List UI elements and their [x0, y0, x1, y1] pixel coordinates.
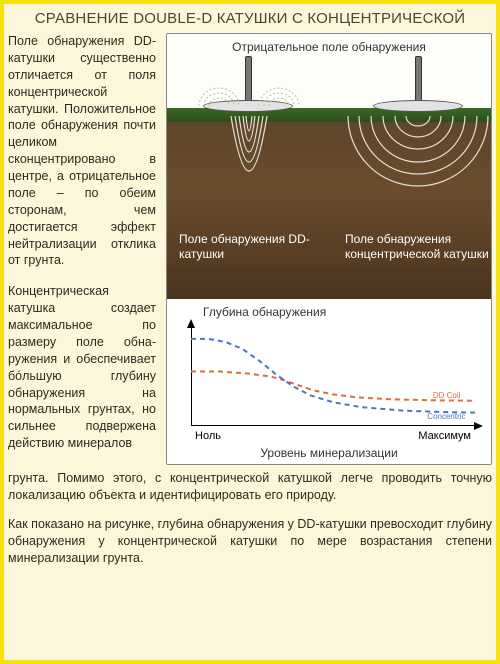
series-concentric	[191, 339, 475, 413]
concentric-coil-icon	[373, 100, 463, 112]
paragraph-2-part: Концентрическая катушка создает максимал…	[8, 283, 156, 452]
page-title: СРАВНЕНИЕ DOUBLE-D КАТУШКИ С КОНЦЕНТРИЧЕ…	[8, 10, 492, 27]
x-axis-max-label: Максимум	[418, 430, 471, 442]
depth-chart: Глубина обнаружения DD Coil Concentric Но…	[167, 299, 491, 464]
paragraph-2-continued: грунта. Помимо этого, с концентрической …	[8, 470, 492, 504]
concentric-field	[343, 116, 492, 236]
legend-dd-coil: DD Coil	[433, 391, 461, 400]
coil-diagram: Отрицательное поле обнаружения	[167, 34, 491, 299]
concentric-field-caption: Поле обнаружения концентрической катушки	[345, 232, 491, 262]
dd-field-caption: Поле обнаружения DD-катушки	[179, 232, 329, 262]
dd-positive-field	[229, 116, 269, 236]
paragraph-3: Как показано на рисунке, глубина обнаруж…	[8, 516, 492, 567]
dd-negative-arcs	[193, 66, 305, 106]
legend-concentric: Concentric	[427, 412, 465, 421]
figure-column: Отрицательное поле обнаружения	[166, 33, 492, 466]
two-column-layout: Поле обнаружения DD-катушки суще­ственно…	[8, 33, 492, 466]
x-axis-min-label: Ноль	[195, 430, 221, 442]
negative-field-label: Отрицательное поле обнаружения	[167, 40, 491, 54]
comparison-figure: Отрицательное поле обнаружения	[166, 33, 492, 465]
concentric-shaft-icon	[415, 56, 422, 104]
text-column: Поле обнаружения DD-катушки суще­ственно…	[8, 33, 156, 466]
x-axis-title: Уровень минерализации	[167, 446, 491, 460]
x-axis-arrow-icon	[474, 422, 483, 430]
paragraph-1: Поле обнаружения DD-катушки суще­ственно…	[8, 33, 156, 269]
chart-y-title: Глубина обнаружения	[203, 305, 326, 319]
